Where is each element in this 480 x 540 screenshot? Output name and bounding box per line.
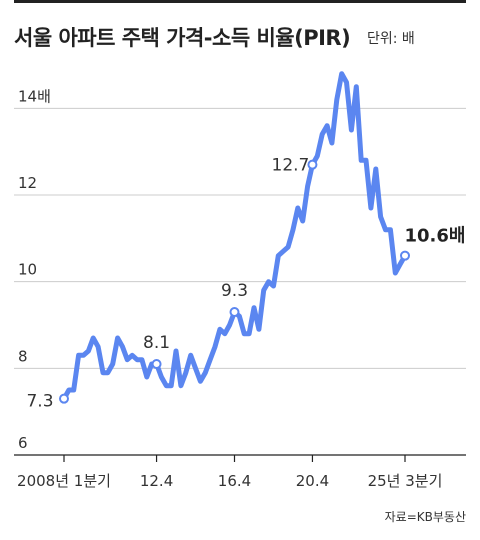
x-tick-label: 12.4 xyxy=(140,472,173,490)
x-tick-label: 16.4 xyxy=(218,472,251,490)
y-tick-label: 10 xyxy=(18,261,37,279)
top-rule xyxy=(14,0,466,3)
annotation-label: 10.6배 xyxy=(405,226,466,247)
x-tick-label: 2008년 1분기 xyxy=(17,472,111,490)
x-axis: 2008년 1분기 12.4 16.4 20.4 25년 3분기 xyxy=(14,454,466,490)
x-tick-label: 20.4 xyxy=(296,472,329,490)
annotation-marker xyxy=(59,393,69,404)
annotation-marker xyxy=(307,159,318,170)
gridlines xyxy=(14,107,466,369)
y-tick-label: 12 xyxy=(18,174,37,192)
x-tick-label: 25년 3분기 xyxy=(368,472,443,490)
y-tick-label: 14배 xyxy=(18,87,51,105)
annotation-marker xyxy=(151,359,162,369)
y-tick-label: 6 xyxy=(18,434,28,452)
annotation-label: 7.3 xyxy=(26,392,53,412)
y-tick-label: 8 xyxy=(18,347,28,365)
y-axis-ticks: 6 8 10 12 14배 xyxy=(18,87,51,452)
annotation-markers xyxy=(59,159,410,404)
series-line-path xyxy=(61,71,408,402)
unit-label: 단위: 배 xyxy=(367,31,415,47)
annotation-label: 9.3 xyxy=(221,281,248,301)
annotation-label: 12.7 xyxy=(272,156,310,176)
annotation-marker xyxy=(229,307,240,317)
annotation-label: 8.1 xyxy=(143,333,170,353)
chart-title: 서울 아파트 주택 가격-소득 비율(PIR) xyxy=(14,26,351,50)
annotation-labels: 7.3 8.1 9.3 12.7 10.6배 xyxy=(26,156,465,412)
source-credit: 자료=KB부동산 xyxy=(384,510,466,524)
series-line xyxy=(61,71,408,402)
annotation-marker xyxy=(400,250,410,261)
